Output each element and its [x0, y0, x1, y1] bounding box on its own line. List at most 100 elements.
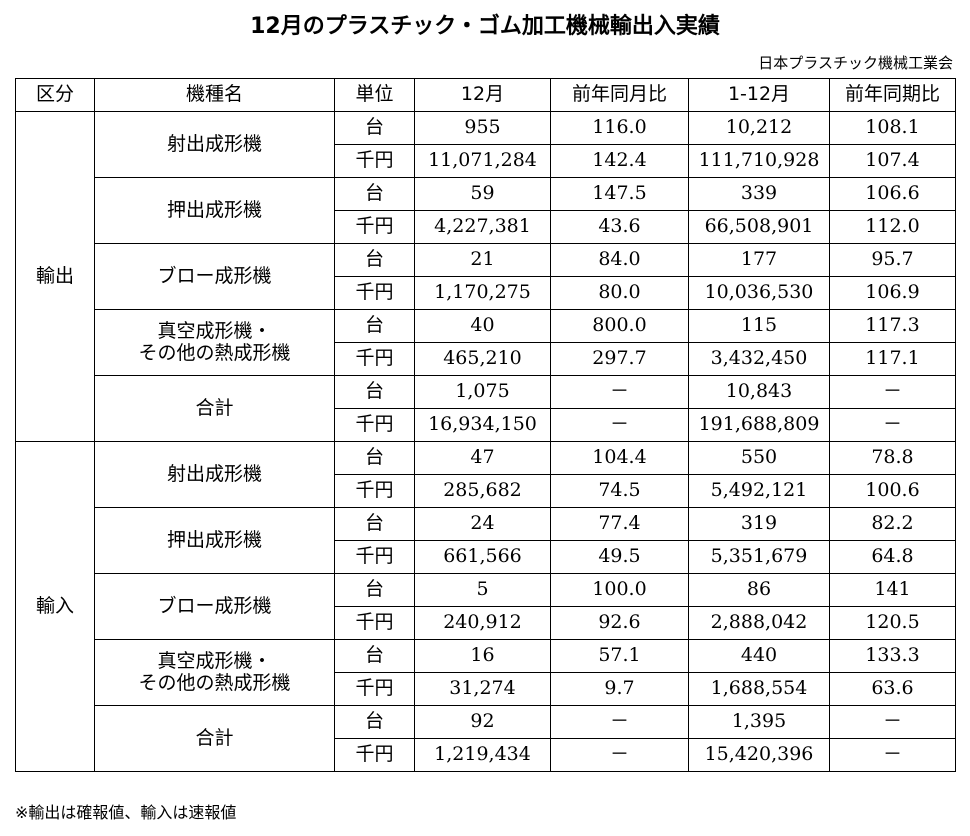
source-organization: 日本プラスチック機械工業会	[758, 54, 953, 72]
unit-cell: 千円	[334, 408, 415, 442]
ytd-yoy-cell: －	[829, 738, 956, 772]
ytd-value-cell: 3,432,450	[688, 342, 830, 376]
ytd-yoy-cell: －	[829, 705, 956, 739]
month-value-cell: 59	[414, 177, 551, 211]
month-yoy-cell: －	[550, 738, 689, 772]
ytd-yoy-cell: 117.3	[829, 309, 956, 343]
table-row: 千円 16,934,150 － 191,688,809 －	[16, 408, 956, 442]
ytd-yoy-cell: 64.8	[829, 540, 956, 574]
header-machine-type: 機種名	[94, 78, 335, 112]
ytd-yoy-cell: 82.2	[829, 507, 956, 541]
month-value-cell: 465,210	[414, 342, 551, 376]
ytd-value-cell: 66,508,901	[688, 210, 830, 244]
ytd-value-cell: 191,688,809	[688, 408, 830, 442]
month-value-cell: 21	[414, 243, 551, 277]
ytd-yoy-cell: －	[829, 375, 956, 409]
table-row: 千円 1,170,275 80.0 10,036,530 106.9	[16, 276, 956, 310]
ytd-value-cell: 319	[688, 507, 830, 541]
machine-name-cell: 押出成形機	[94, 507, 335, 574]
header-month-yoy: 前年同月比	[550, 78, 689, 112]
header-ytd-yoy: 前年同期比	[829, 78, 956, 112]
table-row: 真空成形機・ その他の熱成形機台 40 800.0 115 117.3	[16, 309, 956, 376]
ytd-value-cell: 339	[688, 177, 830, 211]
table-row: ブロー成形機台 21 84.0 177 95.7	[16, 243, 956, 310]
unit-cell: 千円	[334, 738, 415, 772]
machine-name-cell: 真空成形機・ その他の熱成形機	[94, 639, 335, 706]
table-row: 押出成形機台 59 147.5 339 106.6	[16, 177, 956, 244]
month-yoy-cell: 800.0	[550, 309, 689, 343]
month-yoy-cell: 297.7	[550, 342, 689, 376]
month-value-cell: 16,934,150	[414, 408, 551, 442]
month-value-cell: 4,227,381	[414, 210, 551, 244]
month-value-cell: 92	[414, 705, 551, 739]
unit-cell: 千円	[334, 210, 415, 244]
ytd-yoy-cell: 117.1	[829, 342, 956, 376]
month-value-cell: 40	[414, 309, 551, 343]
ytd-yoy-cell: 133.3	[829, 639, 956, 673]
header-ytd: 1-12月	[688, 78, 830, 112]
ytd-yoy-cell: 63.6	[829, 672, 956, 706]
month-yoy-cell: 100.0	[550, 573, 689, 607]
header-unit: 単位	[334, 78, 415, 112]
table-row: 押出成形機台 24 77.4 319 82.2	[16, 507, 956, 574]
ytd-yoy-cell: 106.9	[829, 276, 956, 310]
machine-name-cell: ブロー成形機	[94, 573, 335, 640]
table-row: 千円 1,219,434 － 15,420,396 －	[16, 738, 956, 772]
unit-cell: 千円	[334, 276, 415, 310]
unit-cell: 千円	[334, 144, 415, 178]
month-value-cell: 661,566	[414, 540, 551, 574]
ytd-value-cell: 86	[688, 573, 830, 607]
table-row: 千円 31,274 9.7 1,688,554 63.6	[16, 672, 956, 706]
unit-cell: 台	[334, 375, 415, 409]
month-value-cell: 240,912	[414, 606, 551, 640]
machine-name-cell: 押出成形機	[94, 177, 335, 244]
ytd-value-cell: 440	[688, 639, 830, 673]
ytd-value-cell: 10,036,530	[688, 276, 830, 310]
ytd-value-cell: 111,710,928	[688, 144, 830, 178]
ytd-yoy-cell: 95.7	[829, 243, 956, 277]
ytd-value-cell: 115	[688, 309, 830, 343]
unit-cell: 千円	[334, 672, 415, 706]
month-yoy-cell: 80.0	[550, 276, 689, 310]
ytd-yoy-cell: 141	[829, 573, 956, 607]
unit-cell: 台	[334, 507, 415, 541]
ytd-yoy-cell: 106.6	[829, 177, 956, 211]
month-yoy-cell: 116.0	[550, 111, 689, 145]
month-yoy-cell: 43.6	[550, 210, 689, 244]
ytd-yoy-cell: 112.0	[829, 210, 956, 244]
header-category: 区分	[15, 78, 95, 112]
page-title: 12月のプラスチック・ゴム加工機械輸出入実績	[250, 14, 720, 39]
unit-cell: 千円	[334, 474, 415, 508]
month-value-cell: 1,075	[414, 375, 551, 409]
machine-name-cell: 射出成形機	[94, 441, 335, 508]
ytd-value-cell: 1,688,554	[688, 672, 830, 706]
unit-cell: 台	[334, 573, 415, 607]
machine-name-cell: 真空成形機・ その他の熱成形機	[94, 309, 335, 376]
month-yoy-cell: 84.0	[550, 243, 689, 277]
ytd-value-cell: 5,351,679	[688, 540, 830, 574]
ytd-value-cell: 15,420,396	[688, 738, 830, 772]
month-yoy-cell: 147.5	[550, 177, 689, 211]
footnote: ※輸出は確報値、輸入は速報値	[15, 803, 237, 822]
month-yoy-cell: 74.5	[550, 474, 689, 508]
table-row: 輸入 射出成形機台 47 104.4 550 78.8	[15, 441, 956, 772]
category-cell: 輸出	[15, 111, 95, 442]
ytd-yoy-cell: 120.5	[829, 606, 956, 640]
ytd-value-cell: 177	[688, 243, 830, 277]
month-value-cell: 31,274	[414, 672, 551, 706]
month-value-cell: 1,170,275	[414, 276, 551, 310]
table-row: 千円 11,071,284 142.4 111,710,928 107.4	[16, 144, 956, 178]
table-row: 千円 465,210 297.7 3,432,450 117.1	[16, 342, 956, 376]
month-value-cell: 11,071,284	[414, 144, 551, 178]
ytd-value-cell: 10,843	[688, 375, 830, 409]
unit-cell: 台	[334, 705, 415, 739]
month-yoy-cell: －	[550, 408, 689, 442]
category-cell: 輸入	[15, 441, 95, 772]
month-yoy-cell: 57.1	[550, 639, 689, 673]
month-yoy-cell: 92.6	[550, 606, 689, 640]
machine-name-cell: 合計	[94, 705, 335, 772]
ytd-value-cell: 550	[688, 441, 830, 475]
ytd-value-cell: 1,395	[688, 705, 830, 739]
unit-cell: 台	[334, 639, 415, 673]
table-row: 真空成形機・ その他の熱成形機台 16 57.1 440 133.3	[16, 639, 956, 706]
